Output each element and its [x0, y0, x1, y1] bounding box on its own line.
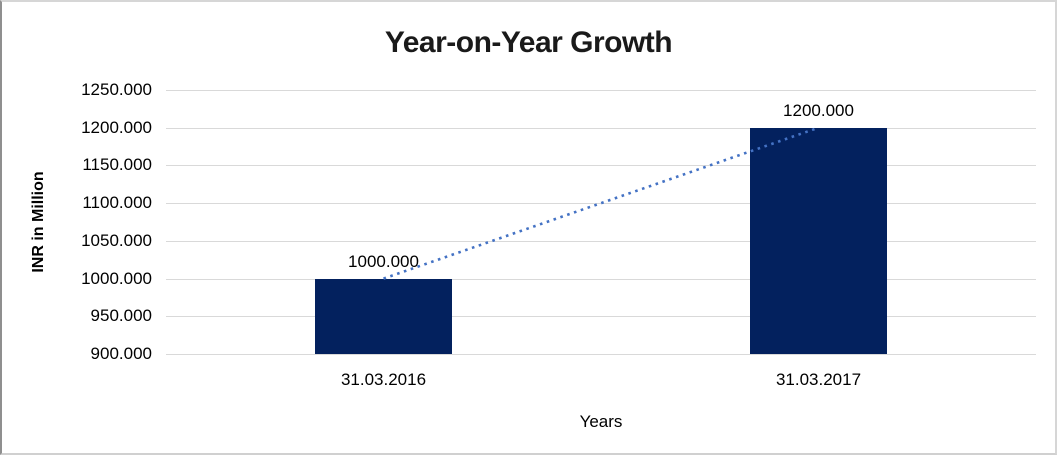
y-tick-label: 1150.000 — [82, 155, 152, 175]
plot-area — [166, 90, 1036, 355]
gridline — [166, 278, 1036, 280]
gridline — [166, 316, 1036, 318]
y-tick-label: 950.000 — [90, 306, 152, 326]
gridline — [166, 354, 1036, 355]
y-tick-label: 1000.000 — [81, 268, 152, 288]
y-tick-label: 1100.000 — [82, 193, 152, 213]
gridline — [166, 203, 1036, 205]
y-tick-label: 1250.000 — [81, 80, 152, 99]
x-tick-label: 31.03.2017 — [775, 370, 862, 389]
y-tick-label: 1050.000 — [81, 230, 152, 250]
x-axis-title: Years — [579, 412, 623, 431]
bar — [315, 278, 452, 354]
trendline — [383, 126, 819, 280]
y-tick-label: 1200.000 — [81, 117, 152, 137]
gridline — [166, 90, 1036, 91]
y-axis-title: INR in Million — [30, 171, 47, 273]
bar — [750, 127, 887, 354]
bar-value-label: 1000.000 — [348, 251, 419, 271]
gridline — [166, 165, 1036, 167]
bar-value-label: 1200.000 — [783, 100, 854, 120]
gridline — [166, 127, 1036, 129]
x-tick-label: 31.03.2016 — [340, 370, 427, 389]
gridline — [166, 240, 1036, 242]
y-tick-label: 900.000 — [90, 344, 152, 363]
chart-title: Year-on-Year Growth — [384, 26, 673, 59]
